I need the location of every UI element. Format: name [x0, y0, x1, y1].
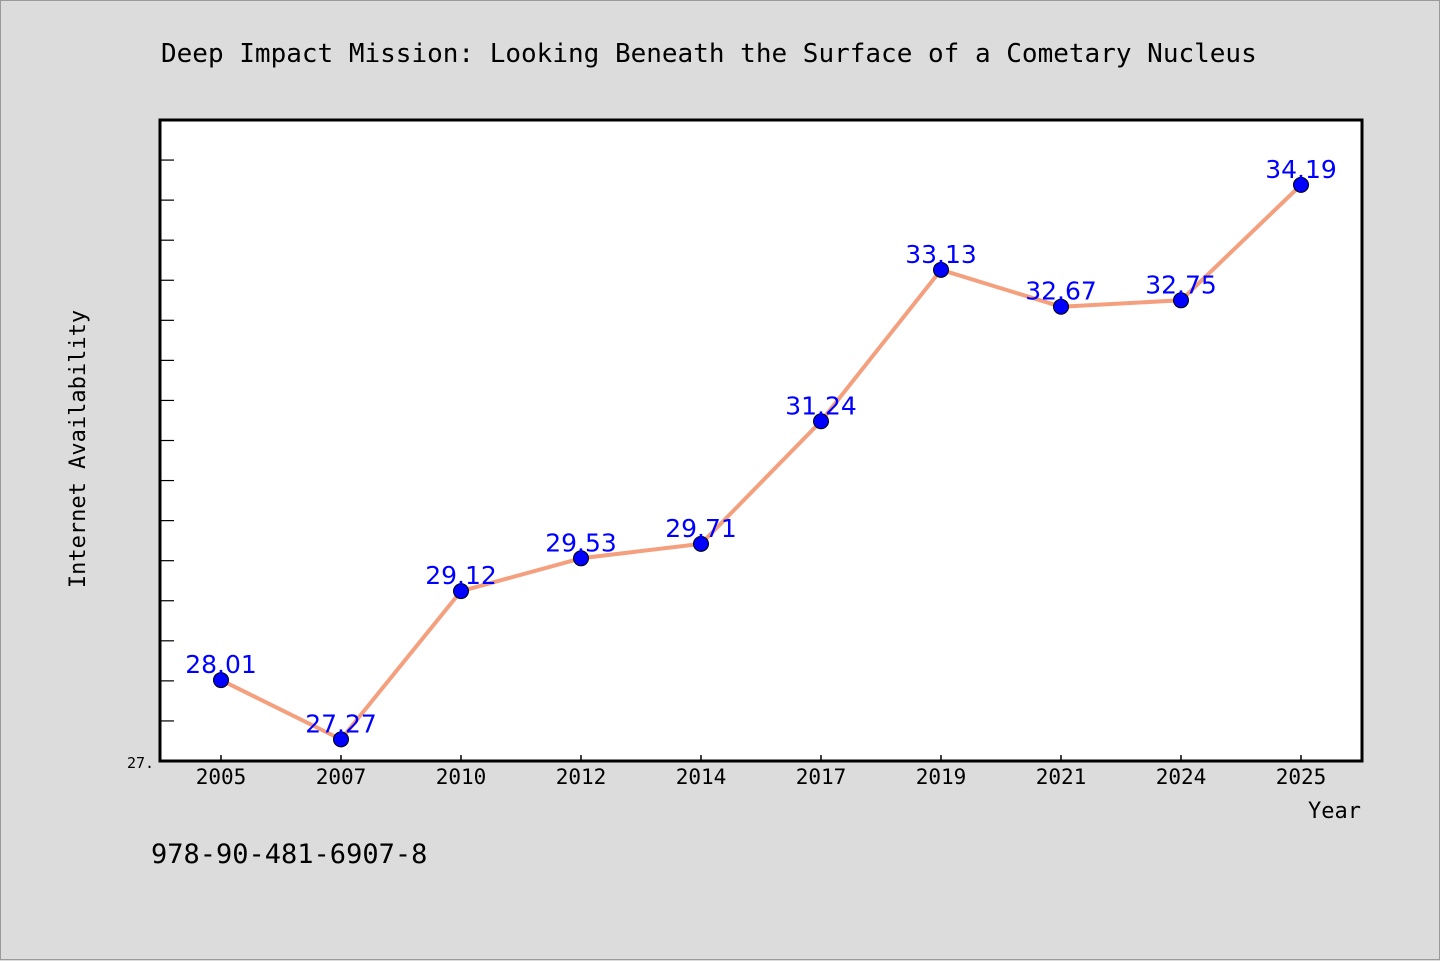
data-label: 31.24	[785, 391, 857, 420]
x-tick-label: 2012	[556, 765, 607, 789]
data-point	[933, 261, 949, 278]
x-tick-label: 2010	[436, 765, 487, 789]
x-tick-label: 2024	[1156, 765, 1207, 789]
data-point	[1293, 176, 1309, 193]
y-axis-ticks	[160, 119, 174, 762]
plot-area	[158, 118, 1364, 763]
x-tick-label: 2019	[916, 765, 967, 789]
x-axis-ticks: 2005 2007 2010 2012 2014 2017 2019 2021 2024 2025	[196, 755, 1327, 789]
x-tick-label: 2007	[316, 765, 367, 789]
x-axis-label: Year	[1308, 799, 1361, 824]
data-point	[813, 413, 829, 430]
x-tick-label: 2021	[1036, 765, 1087, 789]
data-point	[1173, 292, 1189, 309]
data-point	[213, 672, 229, 689]
data-point	[453, 583, 469, 600]
series-group: 28.01 27.27 29.12 29.53 29.71 31.24 33.13 32.67…	[185, 155, 1337, 748]
data-point	[573, 550, 589, 567]
data-label: 29.12	[425, 561, 497, 590]
data-point	[693, 535, 709, 552]
x-tick-label: 2025	[1276, 765, 1327, 789]
data-label: 34.19	[1265, 155, 1337, 184]
x-tick-label: 2017	[796, 765, 847, 789]
data-label: 33.13	[905, 240, 977, 269]
isbn-text: 978-90-481-6907-8	[151, 839, 427, 870]
data-label: 29.53	[545, 528, 617, 557]
data-label: 32.75	[1145, 270, 1217, 299]
series-line	[219, 182, 1303, 742]
x-tick-label: 2014	[676, 765, 727, 789]
data-point	[1053, 298, 1069, 315]
y-axis-label: Internet Availability	[66, 310, 91, 588]
data-label: 28.01	[185, 650, 257, 679]
data-label: 32.67	[1025, 277, 1097, 306]
chart-title: Deep Impact Mission: Looking Beneath the…	[161, 39, 1257, 69]
y-min-tick-label: 27.	[127, 754, 154, 772]
data-point	[333, 731, 349, 748]
data-label: 29.71	[665, 514, 737, 543]
data-label: 27.27	[305, 709, 377, 738]
x-tick-label: 2005	[196, 765, 247, 789]
